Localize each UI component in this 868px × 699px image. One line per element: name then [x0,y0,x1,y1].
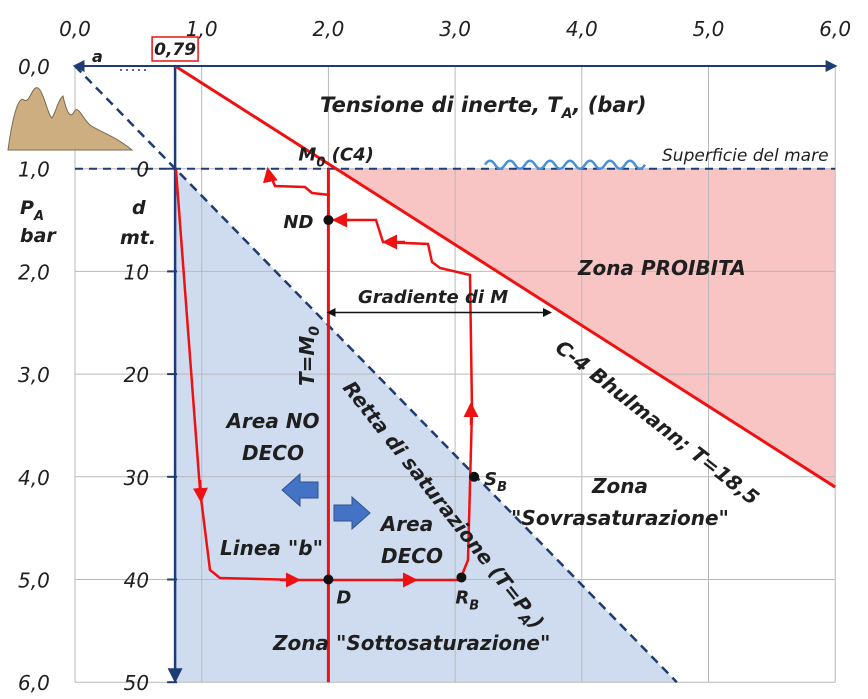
pressure-axis-unit: bar [20,225,57,247]
left-tick-label: 2,0 [18,260,50,284]
depth-tick-label: 50 [124,671,149,695]
left-tick-label: 5,0 [18,569,50,593]
deco-label-2: DECO [381,544,443,568]
pressure-axis-label: PA [20,197,44,224]
gradient-label: Gradiente di M [358,287,508,308]
tension-marker-value: 0,79 [154,40,196,60]
top-tick-label: 2,0 [312,17,344,41]
supersat-zone-label-2: "Sovrasaturazione" [511,506,729,530]
top-tick-label: 5,0 [693,17,725,41]
depth-tick-label: 20 [124,363,149,387]
deco-label-1: Area [379,512,433,536]
top-tick-label: 3,0 [439,17,471,41]
no-deco-direction-arrow [281,472,319,508]
depth-axis-label: d [132,197,146,219]
no-deco-label-2: DECO [242,441,304,465]
deco-direction-arrow [333,495,371,531]
c4-limit-line [174,64,837,489]
top-tick-label: 4,0 [566,17,598,41]
t-m0-label: T=M0 [295,326,323,386]
wave-icon [483,159,647,170]
undersat-zone-label: Zona "Sottosaturazione" [272,631,550,655]
depth-tick-label: 30 [124,466,149,490]
depth-tick-label: 40 [124,569,149,593]
profile-arrow-down [192,479,208,503]
left-tick-label: 1,0 [18,158,50,182]
depth-tick-label: 10 [124,260,149,284]
top-axis-title: Tensione di inerte, TA, (bar) [320,93,647,122]
point-d [323,574,334,585]
profile-arrow-up-2 [262,167,278,184]
left-tick-label: 0,0 [18,55,50,79]
depth-ticks: 0 10 20 30 40 50 [124,158,178,695]
point-rb [456,572,467,583]
depth-tick-label: 0 [136,158,149,182]
saturation-line [74,65,678,684]
top-axis-ticks: 0,0 1,0 2,0 3,0 4,0 5,0 6,00,01,02,03,04,05,06… [18,17,851,695]
supersat-zone-label-1: Zona [591,474,648,498]
a-label: a [92,47,103,66]
tension-marker-box [151,36,199,62]
forbidden-zone-label: Zona PROIBITA [577,256,746,280]
no-deco-label-1: Area NO [224,409,319,433]
left-tick-label: 4,0 [18,466,50,490]
point-label-m0: M0 (C4) [298,145,373,171]
final-ascent-path [266,169,331,197]
point-label-sb: SB [484,469,507,495]
sea-surface-label: Superficie del mare [662,146,829,166]
left-tick-label: 6,0 [18,671,50,695]
dive-profile-path [174,169,325,582]
point-label-rb: RB [455,587,479,613]
linea-b-label: Linea "b" [220,536,323,560]
point-label-nd: ND [283,212,313,233]
top-tick-label: 6,0 [819,17,851,41]
top-tick-label: 0,0 [59,17,91,41]
left-tick-label: 3,0 [18,363,50,387]
ascent-profile-path [325,218,474,582]
seabed-sediment-icon [7,87,134,151]
point-sb [469,471,480,482]
profile-points: M0 (C4) ND D RB SB [283,145,507,614]
point-label-d: D [336,588,351,609]
depth-axis-unit: mt. [120,227,156,249]
point-nd [323,215,334,226]
